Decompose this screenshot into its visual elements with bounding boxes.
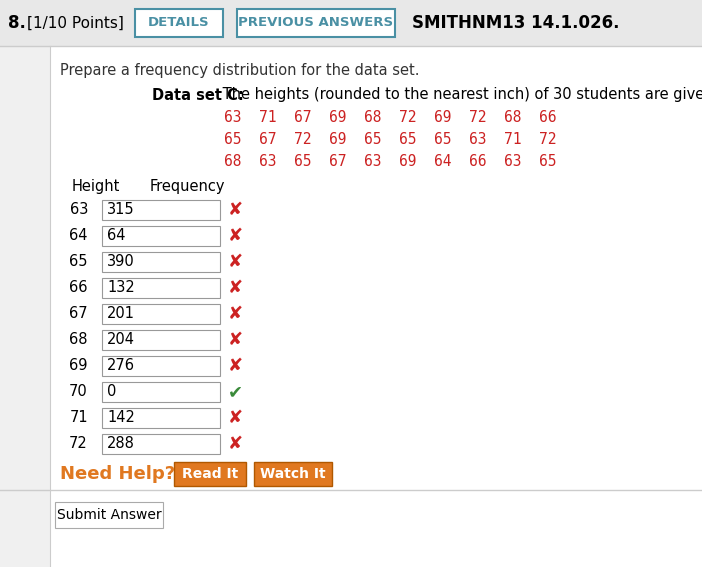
Bar — [174, 462, 246, 486]
Bar — [0, 46, 50, 567]
Text: 132: 132 — [107, 281, 135, 295]
Text: 72: 72 — [69, 437, 88, 451]
Text: 69: 69 — [69, 358, 88, 374]
Text: 68  63  65  67  63  69  64  66  63  65: 68 63 65 67 63 69 64 66 63 65 — [224, 154, 556, 170]
Text: 63: 63 — [69, 202, 88, 218]
Text: Read It: Read It — [182, 467, 238, 481]
Text: 8.: 8. — [8, 14, 26, 32]
Text: Need Help?: Need Help? — [60, 465, 175, 483]
Bar — [102, 356, 220, 376]
Text: ✘: ✘ — [228, 357, 243, 375]
Text: 142: 142 — [107, 411, 135, 425]
Text: 64: 64 — [107, 229, 126, 243]
Text: Submit Answer: Submit Answer — [57, 508, 161, 522]
Text: ✘: ✘ — [228, 253, 243, 271]
Bar — [0, 0, 702, 46]
Text: DETAILS: DETAILS — [148, 16, 210, 29]
Text: Height: Height — [72, 180, 120, 194]
Text: Data set C:: Data set C: — [152, 87, 244, 103]
Text: Watch It: Watch It — [260, 467, 326, 481]
Text: PREVIOUS ANSWERS: PREVIOUS ANSWERS — [239, 16, 394, 29]
Text: 66: 66 — [69, 281, 88, 295]
Text: 63  71  67  69  68  72  69  72  68  66: 63 71 67 69 68 72 69 72 68 66 — [224, 111, 556, 125]
Text: ✘: ✘ — [228, 409, 243, 427]
Text: 276: 276 — [107, 358, 135, 374]
Bar — [102, 434, 220, 454]
Text: 0: 0 — [107, 384, 117, 400]
Text: ✘: ✘ — [228, 331, 243, 349]
Bar — [102, 304, 220, 324]
Text: 201: 201 — [107, 307, 135, 321]
Bar — [102, 200, 220, 220]
Text: 390: 390 — [107, 255, 135, 269]
Text: SMITHNM13 14.1.026.: SMITHNM13 14.1.026. — [412, 14, 619, 32]
Text: 65  67  72  69  65  65  65  63  71  72: 65 67 72 69 65 65 65 63 71 72 — [224, 133, 556, 147]
Bar — [102, 330, 220, 350]
Bar — [102, 382, 220, 402]
Text: Prepare a frequency distribution for the data set.: Prepare a frequency distribution for the… — [60, 62, 420, 78]
Bar — [102, 278, 220, 298]
Bar — [135, 9, 223, 37]
Text: The heights (rounded to the nearest inch) of 30 students are given.: The heights (rounded to the nearest inch… — [218, 87, 702, 103]
Text: 68: 68 — [69, 332, 88, 348]
Text: ✘: ✘ — [228, 279, 243, 297]
Bar — [254, 462, 332, 486]
Text: 71: 71 — [69, 411, 88, 425]
Text: ✘: ✘ — [228, 305, 243, 323]
Text: ✘: ✘ — [228, 435, 243, 453]
Bar — [102, 252, 220, 272]
Text: 70: 70 — [69, 384, 88, 400]
Text: 65: 65 — [69, 255, 88, 269]
Text: 64: 64 — [69, 229, 88, 243]
Bar — [237, 9, 395, 37]
Text: 288: 288 — [107, 437, 135, 451]
Text: 204: 204 — [107, 332, 135, 348]
Bar — [55, 502, 163, 528]
Text: [1/10 Points]: [1/10 Points] — [27, 15, 124, 31]
Text: 67: 67 — [69, 307, 88, 321]
Text: 315: 315 — [107, 202, 135, 218]
Text: Frequency: Frequency — [150, 180, 225, 194]
Text: ✘: ✘ — [228, 227, 243, 245]
Text: ✘: ✘ — [228, 201, 243, 219]
Bar — [102, 226, 220, 246]
Bar — [102, 408, 220, 428]
Text: ✔: ✔ — [228, 383, 243, 401]
